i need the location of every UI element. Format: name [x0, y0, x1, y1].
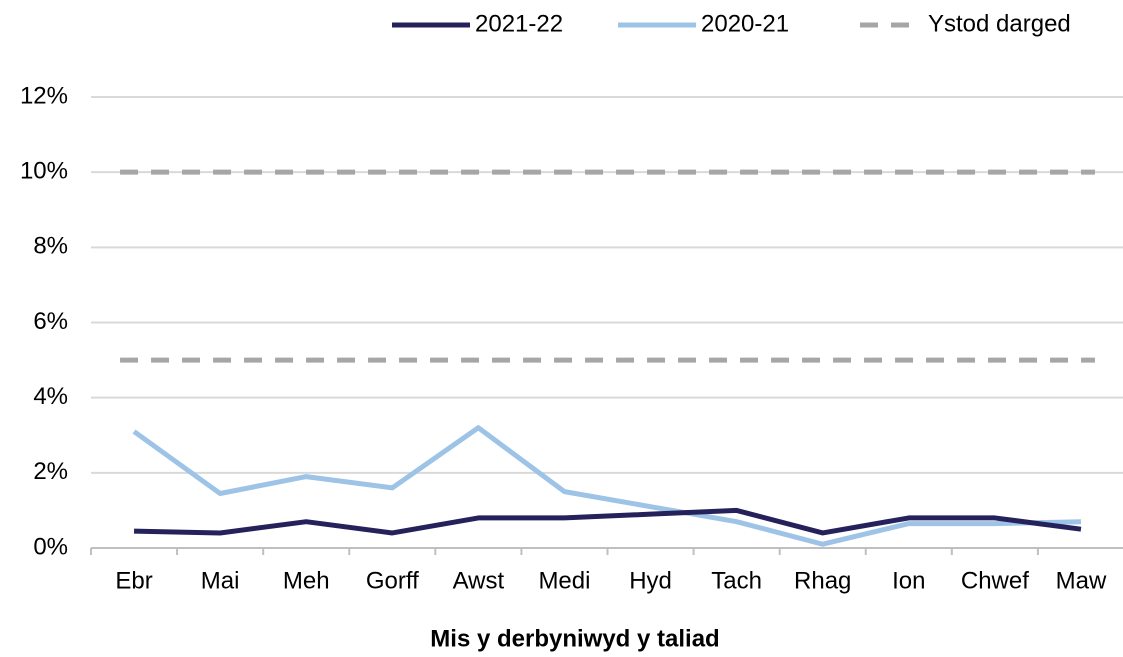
- x-tick-label: Chwef: [961, 567, 1029, 594]
- series-line: [133, 507, 1082, 536]
- x-tick-label: Rhag: [794, 567, 851, 594]
- x-axis-label: Mis y derbyniwyd y taliad: [430, 625, 719, 652]
- x-tick-label: Meh: [283, 567, 330, 594]
- y-tick-label: 4%: [33, 383, 68, 410]
- x-tick-label: Medi: [538, 567, 590, 594]
- x-tick-label: Gorff: [366, 567, 419, 594]
- y-tick-label: 6%: [33, 308, 68, 335]
- legend-label: 2021-22: [475, 10, 563, 37]
- y-tick-label: 0%: [33, 533, 68, 560]
- y-tick-label: 12%: [20, 82, 68, 109]
- x-tick-label: Tach: [711, 567, 762, 594]
- series-line: [132, 425, 1082, 547]
- x-tick-label: Mai: [201, 567, 240, 594]
- x-tick-label: Awst: [453, 567, 505, 594]
- x-tick-label: Hyd: [629, 567, 672, 594]
- y-tick-label: 10%: [20, 158, 68, 185]
- y-tick-label: 8%: [33, 233, 68, 260]
- legend-label: Ystod darged: [928, 10, 1071, 37]
- legend-label: 2020-21: [701, 10, 789, 37]
- x-tick-label: Maw: [1056, 567, 1107, 594]
- x-tick-label: Ebr: [115, 567, 152, 594]
- x-tick-label: Ion: [892, 567, 925, 594]
- y-tick-label: 2%: [33, 458, 68, 485]
